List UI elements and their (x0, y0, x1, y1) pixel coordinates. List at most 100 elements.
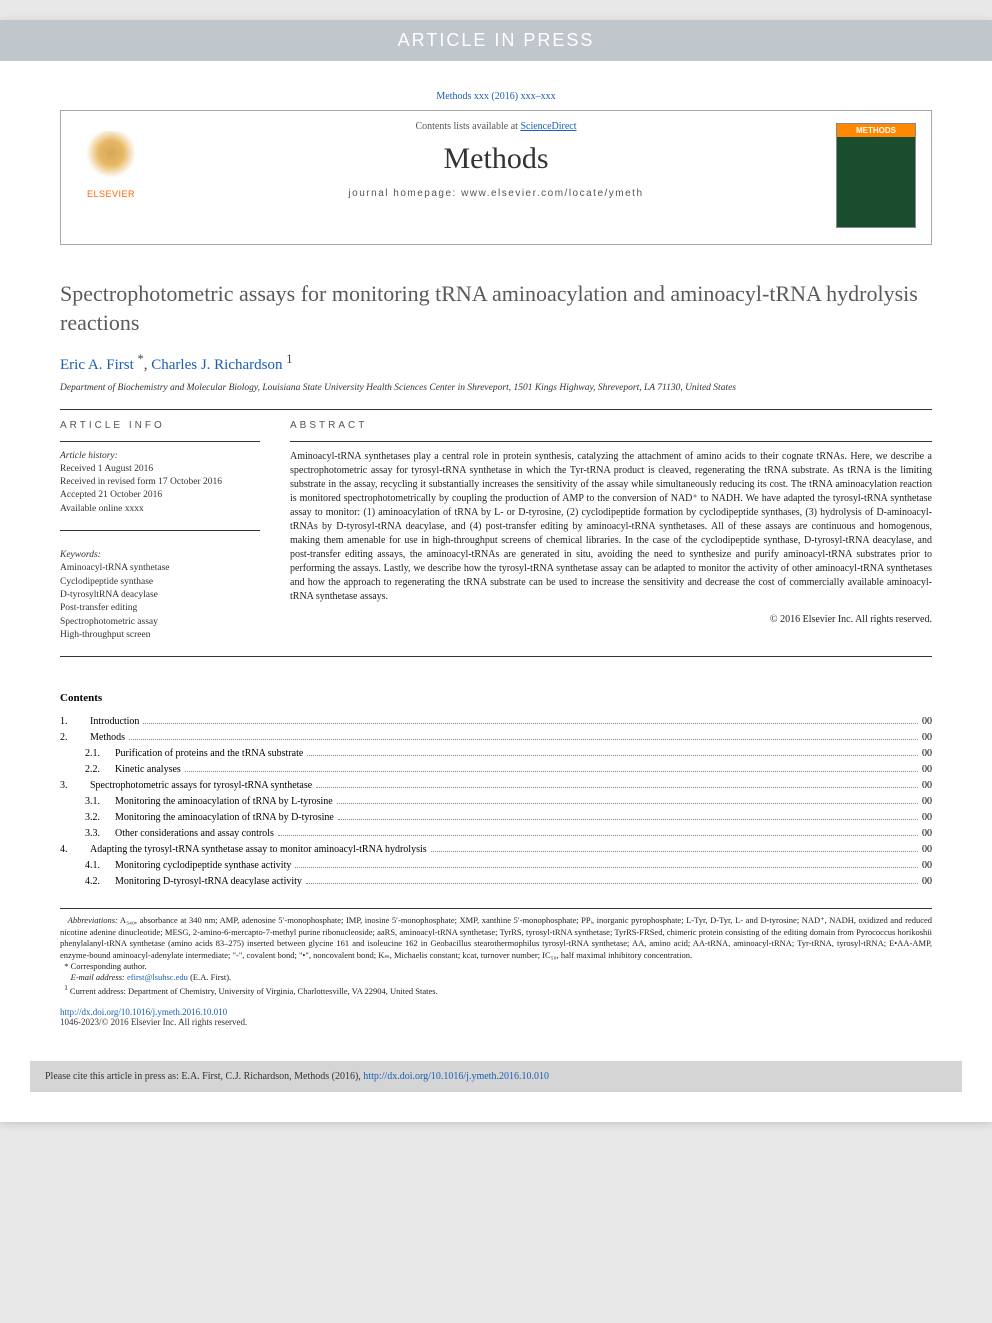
abstract-text: Aminoacyl-tRNA synthetases play a centra… (290, 450, 932, 604)
current-address-note: 1 Current address: Department of Chemist… (60, 984, 932, 997)
info-abstract-row: ARTICLE INFO Article history: Received 1… (60, 420, 932, 643)
toc-page: 00 (922, 858, 932, 874)
issn-copyright-line: 1046-2023/© 2016 Elsevier Inc. All right… (60, 1017, 932, 1027)
contents-section: Contents 1.Introduction 002.Methods 002.… (60, 692, 932, 890)
toc-leader-dots (306, 883, 918, 884)
toc-number: 3.1. (60, 794, 115, 810)
toc-page: 00 (922, 746, 932, 762)
homepage-url: www.elsevier.com/locate/ymeth (461, 188, 643, 199)
keyword-5: High-throughput screen (60, 630, 151, 640)
table-of-contents: 1.Introduction 002.Methods 002.1.Purific… (60, 714, 932, 890)
doi-link[interactable]: http://dx.doi.org/10.1016/j.ymeth.2016.1… (60, 1007, 227, 1017)
toc-title: Monitoring the aminoacylation of tRNA by… (115, 810, 334, 826)
history-accepted: Accepted 21 October 2016 (60, 490, 162, 500)
toc-page: 00 (922, 874, 932, 890)
journal-header-box: ELSEVIER METHODS Contents lists availabl… (60, 110, 932, 245)
abstract-column: ABSTRACT Aminoacyl-tRNA synthetases play… (290, 420, 932, 643)
toc-row: 3.1.Monitoring the aminoacylation of tRN… (60, 794, 932, 810)
email-link[interactable]: efirst@lsuhsc.edu (127, 972, 188, 982)
journal-homepage-line: journal homepage: www.elsevier.com/locat… (176, 188, 816, 199)
author-link-1[interactable]: Eric A. First (60, 357, 134, 373)
article-history: Article history: Received 1 August 2016 … (60, 450, 260, 516)
author-link-2[interactable]: Charles J. Richardson (151, 357, 282, 373)
abbrev-label: Abbreviations: (68, 915, 118, 925)
toc-leader-dots (129, 739, 918, 740)
contents-prefix: Contents lists available at (415, 121, 520, 132)
toc-title: Monitoring the aminoacylation of tRNA by… (115, 794, 333, 810)
keywords-label: Keywords: (60, 550, 101, 560)
author-mark-2: 1 (286, 352, 292, 366)
abstract-rule (290, 441, 932, 442)
toc-leader-dots (337, 803, 918, 804)
cite-this-article-box: Please cite this article in press as: E.… (30, 1061, 962, 1092)
toc-title: Methods (90, 730, 125, 746)
author-mark-1: * (138, 352, 144, 366)
toc-number: 1. (60, 714, 90, 730)
toc-row: 3.Spectrophotometric assays for tyrosyl-… (60, 778, 932, 794)
toc-number: 3.3. (60, 826, 115, 842)
article-info-heading: ARTICLE INFO (60, 420, 260, 431)
keyword-0: Aminoacyl-tRNA synthetase (60, 563, 170, 573)
rule-1 (60, 409, 932, 410)
toc-page: 00 (922, 794, 932, 810)
toc-title: Purification of proteins and the tRNA su… (115, 746, 303, 762)
cite-prefix: Please cite this article in press as: E.… (45, 1071, 363, 1082)
toc-row: 3.2.Monitoring the aminoacylation of tRN… (60, 810, 932, 826)
toc-number: 2.1. (60, 746, 115, 762)
sciencedirect-link[interactable]: ScienceDirect (520, 121, 576, 132)
article-in-press-banner: ARTICLE IN PRESS (0, 20, 992, 61)
abbrev-text: A₃₄₀, absorbance at 340 nm; AMP, adenosi… (60, 915, 932, 959)
abstract-copyright: © 2016 Elsevier Inc. All rights reserved… (290, 614, 932, 625)
page: ARTICLE IN PRESS Methods xxx (2016) xxx–… (0, 20, 992, 1122)
toc-number: 3.2. (60, 810, 115, 826)
addr-text: Current address: Department of Chemistry… (70, 986, 438, 996)
elsevier-tree-icon (86, 131, 136, 186)
toc-title: Adapting the tyrosyl-tRNA synthetase ass… (90, 842, 427, 858)
toc-row: 1.Introduction 00 (60, 714, 932, 730)
toc-number: 4.2. (60, 874, 115, 890)
toc-row: 4.2.Monitoring D-tyrosyl-tRNA deacylase … (60, 874, 932, 890)
keyword-2: D-tyrosyltRNA deacylase (60, 590, 158, 600)
cover-label: METHODS (837, 124, 915, 137)
footnotes: Abbreviations: A₃₄₀, absorbance at 340 n… (60, 908, 932, 997)
toc-title: Monitoring D-tyrosyl-tRNA deacylase acti… (115, 874, 302, 890)
history-label: Article history: (60, 451, 118, 461)
toc-title: Spectrophotometric assays for tyrosyl-tR… (90, 778, 312, 794)
info-rule (60, 441, 260, 442)
toc-number: 4.1. (60, 858, 115, 874)
toc-leader-dots (143, 723, 918, 724)
homepage-prefix: journal homepage: (348, 188, 461, 199)
keyword-4: Spectrophotometric assay (60, 617, 158, 627)
content-area: Methods xxx (2016) xxx–xxx ELSEVIER METH… (0, 61, 992, 1047)
toc-leader-dots (278, 835, 918, 836)
toc-leader-dots (316, 787, 918, 788)
contents-heading: Contents (60, 692, 932, 704)
toc-page: 00 (922, 826, 932, 842)
toc-row: 4.1.Monitoring cyclodipeptide synthase a… (60, 858, 932, 874)
article-title: Spectrophotometric assays for monitoring… (60, 280, 932, 337)
history-online: Available online xxxx (60, 504, 144, 514)
toc-title: Other considerations and assay controls (115, 826, 274, 842)
toc-row: 4.Adapting the tyrosyl-tRNA synthetase a… (60, 842, 932, 858)
toc-title: Kinetic analyses (115, 762, 181, 778)
article-info-column: ARTICLE INFO Article history: Received 1… (60, 420, 260, 643)
toc-page: 00 (922, 762, 932, 778)
toc-page: 00 (922, 810, 932, 826)
abstract-heading: ABSTRACT (290, 420, 932, 431)
email-label: E-mail address: (71, 972, 125, 982)
cite-doi-link[interactable]: http://dx.doi.org/10.1016/j.ymeth.2016.1… (363, 1071, 549, 1082)
corresponding-author-note: * Corresponding author. (60, 961, 932, 972)
toc-number: 2.2. (60, 762, 115, 778)
publisher-logo: ELSEVIER (76, 131, 146, 211)
toc-row: 3.3.Other considerations and assay contr… (60, 826, 932, 842)
toc-page: 00 (922, 730, 932, 746)
citation-reference: Methods xxx (2016) xxx–xxx (60, 91, 932, 102)
affiliation: Department of Biochemistry and Molecular… (60, 382, 932, 394)
toc-title: Monitoring cyclodipeptide synthase activ… (115, 858, 291, 874)
history-received: Received 1 August 2016 (60, 464, 153, 474)
toc-title: Introduction (90, 714, 139, 730)
journal-cover-thumbnail: METHODS (836, 123, 916, 228)
abbreviations: Abbreviations: A₃₄₀, absorbance at 340 n… (60, 915, 932, 961)
toc-leader-dots (307, 755, 918, 756)
corr-text: Corresponding author. (71, 961, 147, 971)
